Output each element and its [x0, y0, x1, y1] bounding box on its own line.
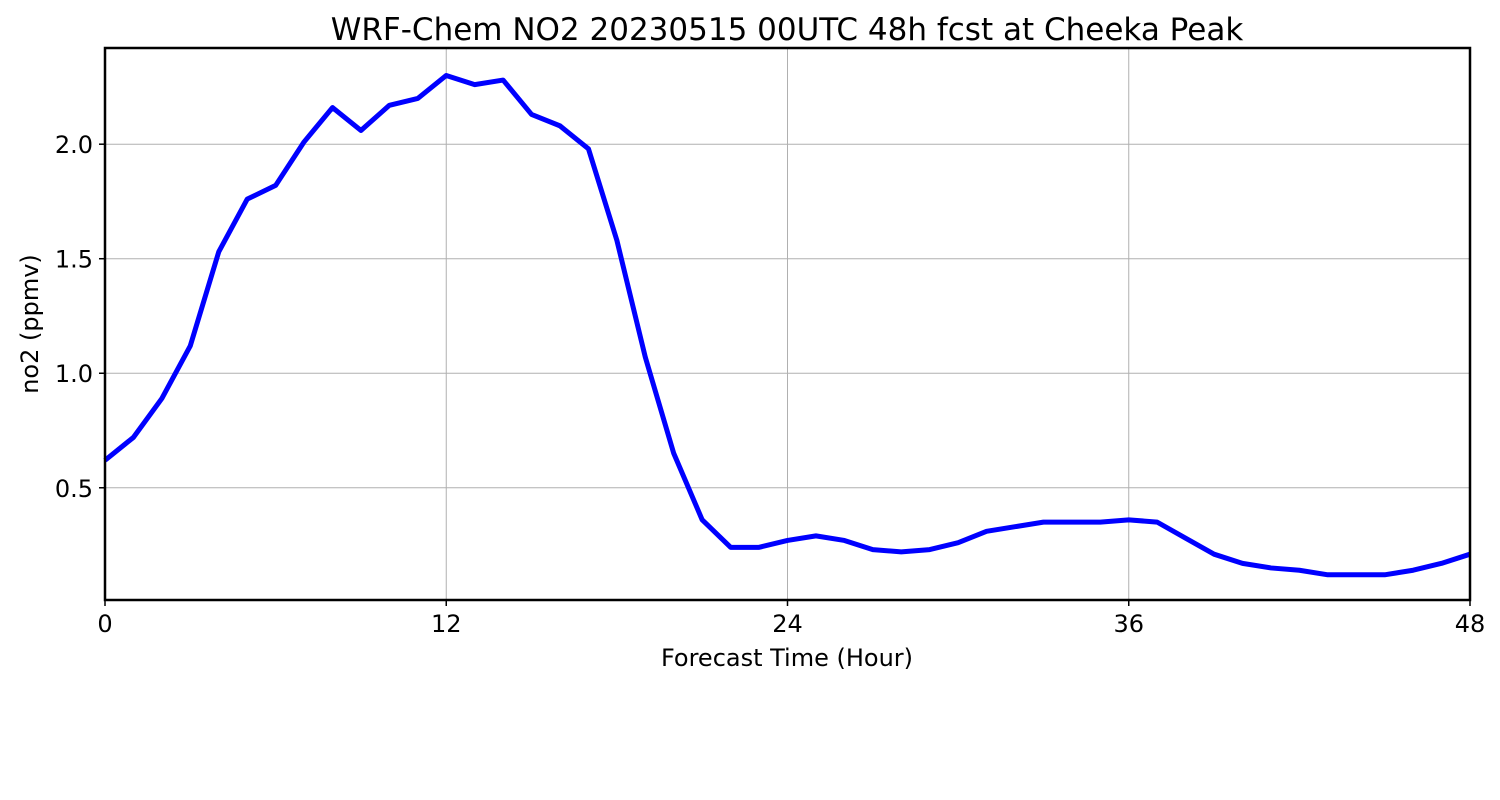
y-axis-label: no2 (ppmv) [16, 254, 44, 394]
chart-title: WRF-Chem NO2 20230515 00UTC 48h fcst at … [331, 12, 1244, 48]
y-tick-label: 0.5 [55, 475, 93, 503]
x-axis-label: Forecast Time (Hour) [661, 644, 913, 672]
x-tick-label: 36 [1113, 610, 1144, 638]
x-tick-label: 48 [1455, 610, 1486, 638]
y-tick-label: 2.0 [55, 131, 93, 159]
ticks: 0 12 24 36 48 0.5 1.0 1.5 2.0 [55, 131, 1485, 638]
series-line [103, 72, 1471, 578]
x-tick-label: 12 [431, 610, 462, 638]
x-tick-label: 0 [97, 610, 112, 638]
x-tick-label: 24 [772, 610, 803, 638]
y-tick-label: 1.0 [55, 360, 93, 388]
series-layer [103, 72, 1471, 578]
y-tick-label: 1.5 [55, 246, 93, 274]
